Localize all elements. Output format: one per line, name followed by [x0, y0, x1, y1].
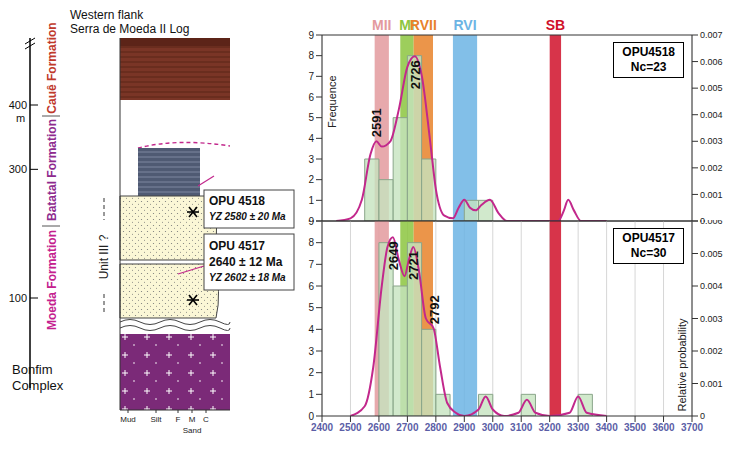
- svg-text:2600: 2600: [368, 422, 391, 433]
- svg-text:OPU 4518: OPU 4518: [209, 194, 265, 208]
- svg-text:0.003: 0.003: [700, 314, 723, 324]
- svg-text:2500: 2500: [339, 422, 362, 433]
- svg-text:3: 3: [308, 346, 314, 357]
- svg-text:0.005: 0.005: [700, 249, 723, 259]
- svg-text:RVII: RVII: [410, 17, 437, 33]
- svg-text:2649: 2649: [386, 241, 401, 270]
- svg-text:Mud: Mud: [120, 415, 136, 424]
- svg-text:3500: 3500: [624, 422, 647, 433]
- svg-text:YZ 2580 ± 20 Ma: YZ 2580 ± 20 Ma: [209, 211, 286, 222]
- svg-text:2: 2: [308, 174, 314, 185]
- svg-text:RVI: RVI: [453, 17, 476, 33]
- svg-text:0: 0: [308, 411, 314, 422]
- svg-text:YZ 2602 ± 18 Ma: YZ 2602 ± 18 Ma: [209, 272, 286, 283]
- svg-text:8: 8: [308, 50, 314, 61]
- svg-text:0.005: 0.005: [700, 83, 723, 93]
- svg-text:3100: 3100: [510, 422, 533, 433]
- html-text:Nc=23: Nc=23: [630, 60, 667, 74]
- svg-text:3000: 3000: [482, 422, 505, 433]
- svg-text:3400: 3400: [595, 422, 618, 433]
- svg-text:Unit III ?: Unit III ?: [97, 234, 111, 279]
- svg-text:Cauê Formation: Cauê Formation: [45, 22, 59, 113]
- svg-text:5: 5: [308, 112, 314, 123]
- svg-text:Silt: Silt: [150, 415, 162, 424]
- svg-text:0: 0: [308, 216, 314, 222]
- svg-text:0.003: 0.003: [700, 136, 723, 146]
- svg-text:4: 4: [308, 324, 314, 335]
- svg-text:Western flank: Western flank: [70, 8, 144, 22]
- svg-text:300: 300: [9, 163, 27, 175]
- svg-text:Serra de Moeda II Log: Serra de Moeda II Log: [70, 22, 189, 36]
- svg-text:Complex: Complex: [12, 378, 64, 393]
- svg-text:2640 ± 12 Ma: 2640 ± 12 Ma: [209, 255, 283, 269]
- svg-text:0.001: 0.001: [700, 379, 723, 389]
- svg-text:2900: 2900: [453, 422, 476, 433]
- svg-text:100: 100: [9, 292, 27, 304]
- svg-text:5: 5: [308, 302, 314, 313]
- svg-text:Bonfim: Bonfim: [12, 362, 52, 377]
- svg-text:0.007: 0.007: [700, 30, 723, 40]
- svg-text:2400: 2400: [311, 422, 334, 433]
- svg-text:6: 6: [308, 92, 314, 103]
- svg-text:400: 400: [9, 99, 27, 111]
- svg-text:9: 9: [308, 220, 314, 227]
- svg-text:2792: 2792: [427, 295, 442, 324]
- svg-text:8: 8: [308, 237, 314, 248]
- svg-text:OPU 4517: OPU 4517: [209, 239, 265, 253]
- svg-text:0.004: 0.004: [700, 110, 723, 120]
- svg-text:2591: 2591: [369, 108, 384, 137]
- svg-text:2700: 2700: [396, 422, 419, 433]
- svg-text:0.002: 0.002: [700, 346, 723, 356]
- svg-text:0.006: 0.006: [700, 220, 723, 226]
- svg-text:7: 7: [308, 259, 314, 270]
- svg-text:1: 1: [308, 389, 314, 400]
- svg-text:2726: 2726: [408, 60, 423, 89]
- svg-text:M: M: [189, 415, 196, 424]
- svg-text:9: 9: [308, 30, 314, 41]
- svg-text:0.004: 0.004: [700, 281, 723, 291]
- svg-text:7: 7: [308, 71, 314, 82]
- svg-text:4: 4: [308, 133, 314, 144]
- svg-text:3600: 3600: [652, 422, 675, 433]
- svg-text:3200: 3200: [539, 422, 562, 433]
- svg-text:m: m: [16, 112, 25, 124]
- svg-text:0.001: 0.001: [700, 190, 723, 200]
- svg-text:Batatal Formation: Batatal Formation: [45, 119, 59, 221]
- svg-text:2: 2: [308, 367, 314, 378]
- svg-text:Frequence: Frequence: [326, 75, 338, 128]
- svg-text:Sand: Sand: [183, 426, 202, 435]
- svg-text:2800: 2800: [425, 422, 448, 433]
- svg-text:0.006: 0.006: [700, 57, 723, 67]
- html-text:OPU4518: OPU4518: [622, 45, 675, 59]
- svg-text:3700: 3700: [681, 422, 704, 433]
- html-text:Nc=30: Nc=30: [630, 246, 667, 260]
- svg-text:MII: MII: [372, 17, 391, 33]
- svg-text:C: C: [203, 415, 209, 424]
- svg-text:6: 6: [308, 281, 314, 292]
- html-text:OPU4517: OPU4517: [622, 231, 675, 245]
- svg-text:0: 0: [700, 411, 705, 421]
- svg-text:SB: SB: [546, 17, 565, 33]
- svg-text:1: 1: [308, 195, 314, 206]
- svg-text:F: F: [176, 415, 181, 424]
- svg-text:Moeda Formation: Moeda Formation: [45, 230, 59, 330]
- svg-text:2721: 2721: [406, 251, 421, 280]
- svg-text:3300: 3300: [567, 422, 590, 433]
- svg-text:MI: MI: [399, 17, 415, 33]
- svg-text:Relative probability: Relative probability: [676, 318, 688, 411]
- svg-text:0.002: 0.002: [700, 163, 723, 173]
- svg-text:3: 3: [308, 154, 314, 165]
